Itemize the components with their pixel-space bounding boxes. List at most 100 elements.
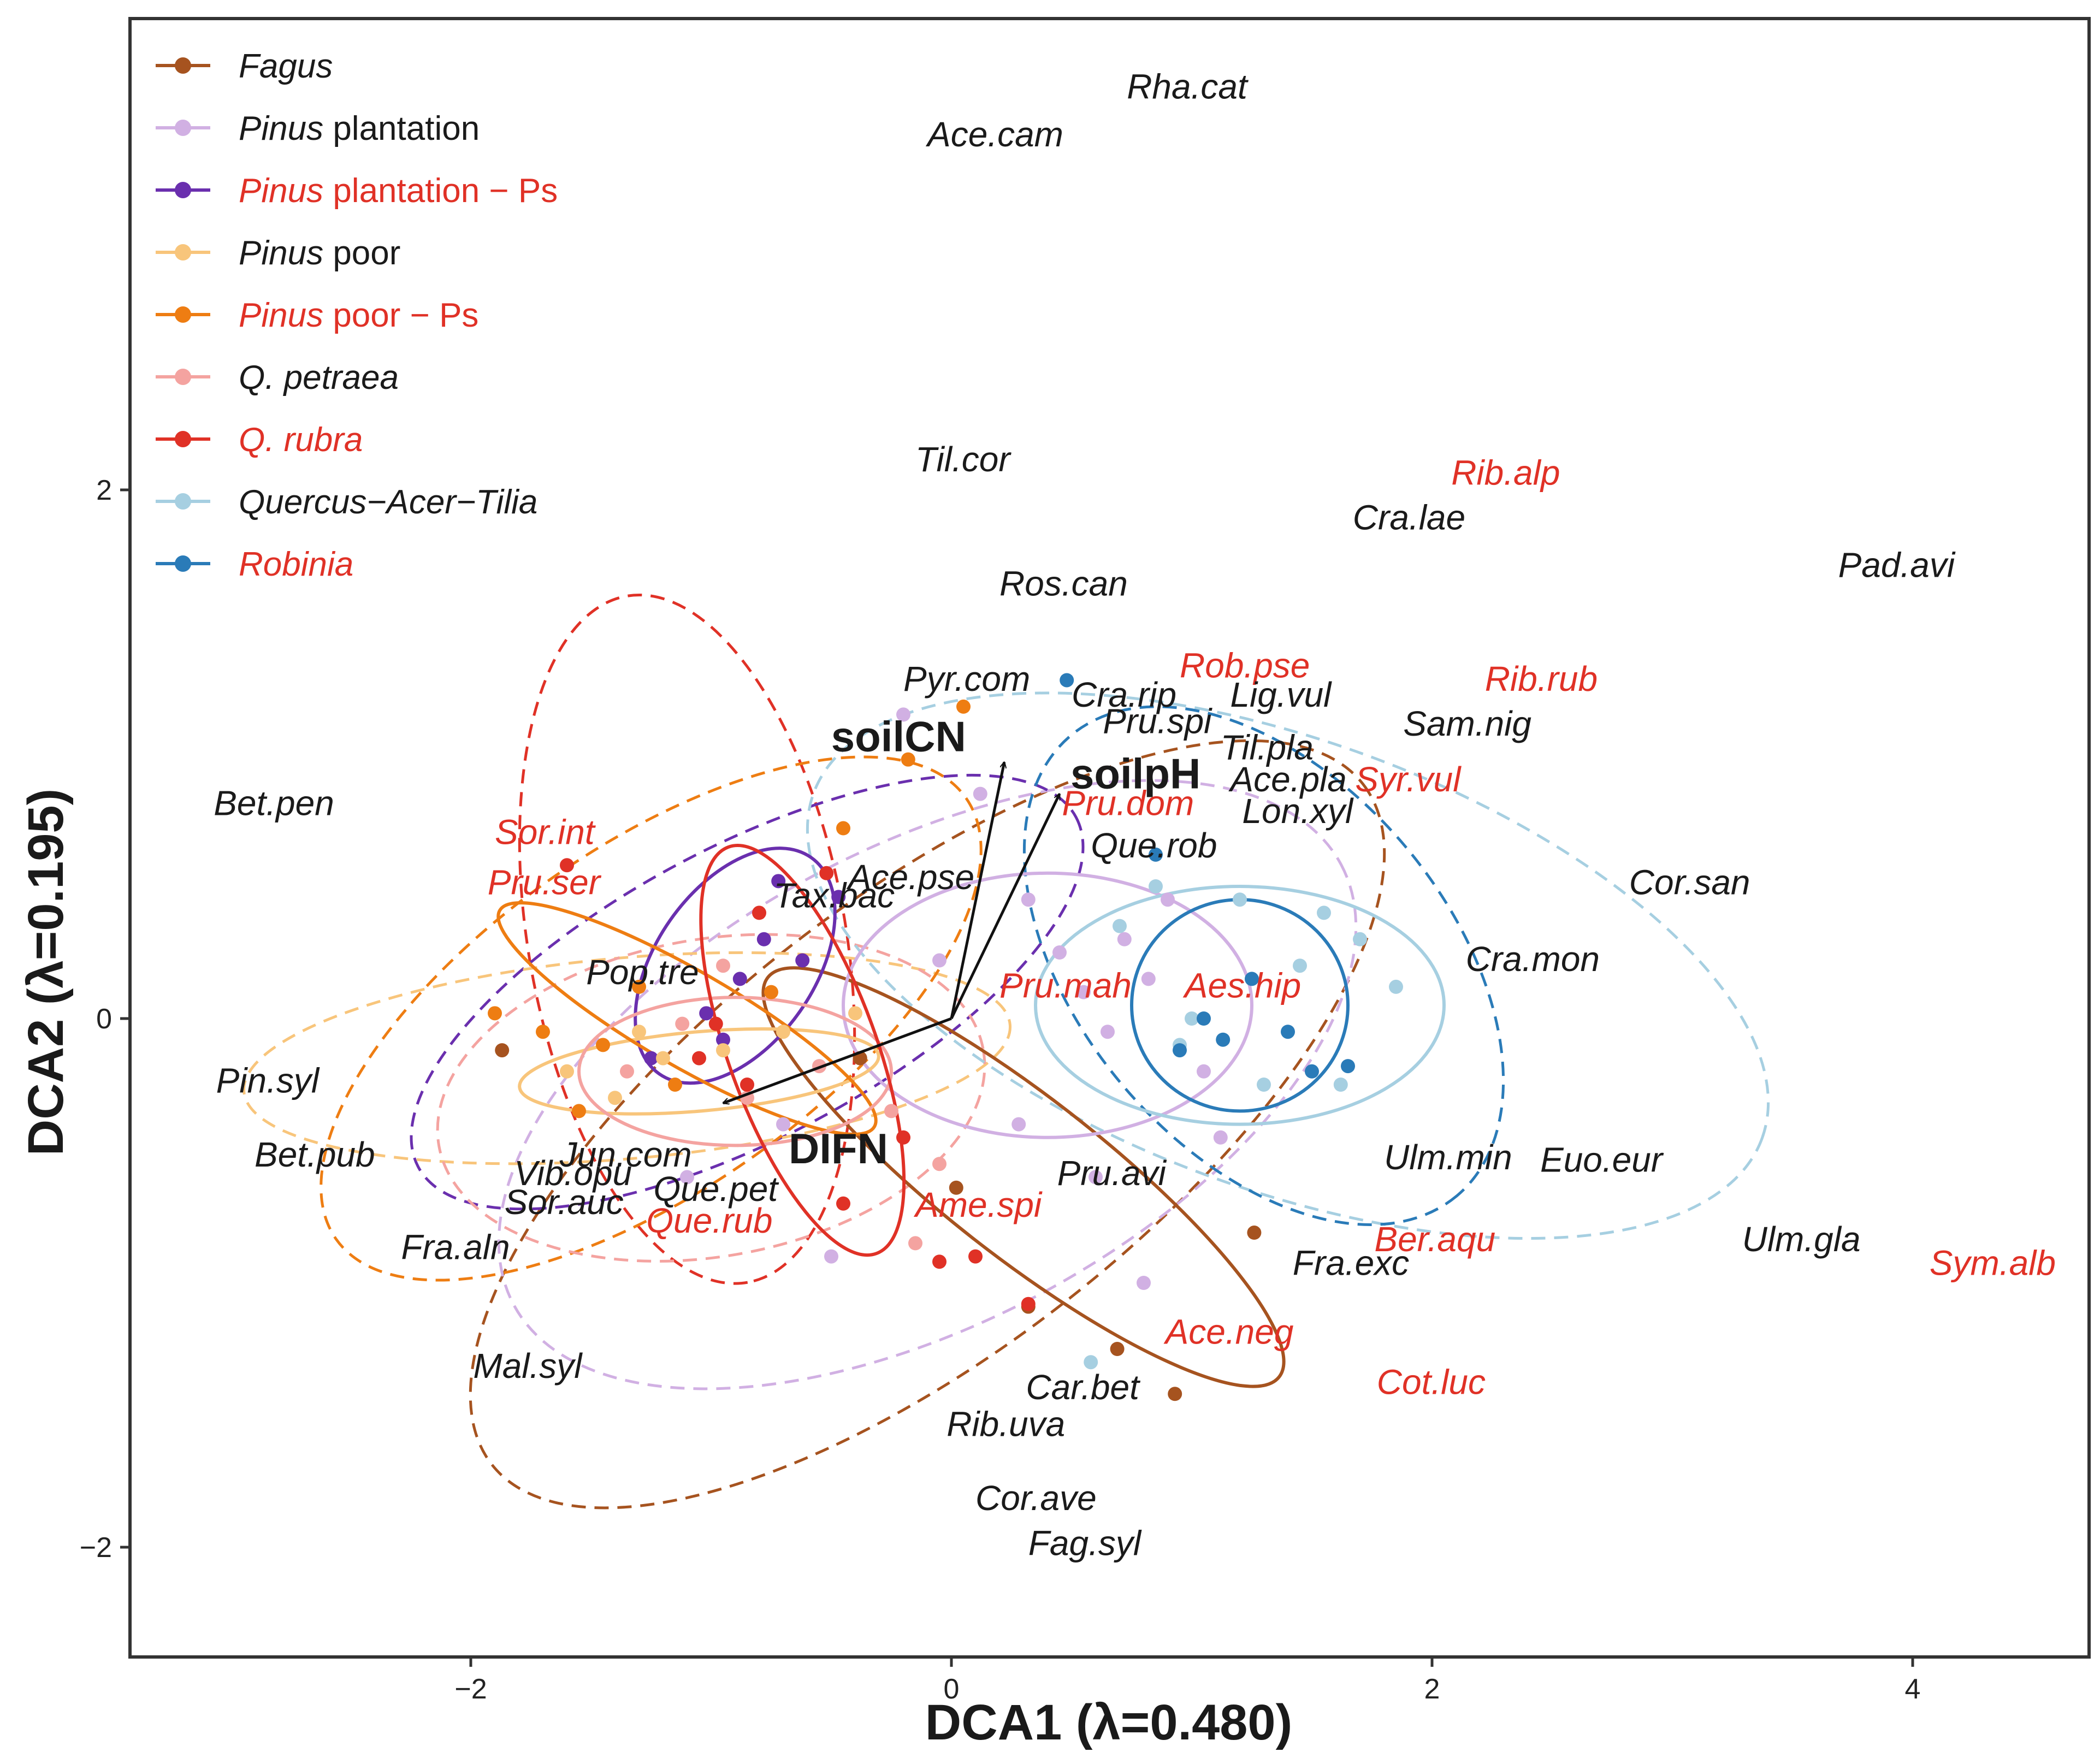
site-point-pinusplant [1101,1025,1115,1039]
ellipse-fagus-solid [761,966,1286,1388]
ellipse-qat-dashed [806,691,1770,1240]
site-point-qat [1293,958,1307,973]
species-label-pru-dom: Pru.dom [1062,783,1194,822]
vector-arrow-soilcn [950,762,1004,1019]
site-point-pinusplant [1117,932,1132,946]
site-point-pinuspoor [560,1064,574,1079]
site-point-pinusplant [973,786,987,801]
species-label-pru-mah: Pru.mah [999,966,1132,1005]
site-point-pinusplantps [756,932,771,946]
species-label-ulm-gla: Ulm.gla [1742,1220,1861,1259]
species-label-cra-lae: Cra.lae [1353,498,1465,537]
site-point-robinia [1305,1064,1319,1079]
legend-label-qat: Quercus−Acer−Tilia [239,483,537,521]
site-point-qat [1353,932,1367,946]
site-points [488,673,1403,1401]
site-point-qrubra [836,1196,850,1211]
species-label-sym-alb: Sym.alb [1930,1243,2056,1282]
legend-dot-pinuspoor [175,244,191,261]
site-point-robinia [1216,1032,1231,1047]
species-labels: Rha.cat Ace.cam Til.cor Rib.alp Cra.lae Pad.a… [214,67,2056,1563]
vector-arrow-soilph [950,794,1061,1020]
site-point-robinia [1149,847,1163,862]
confidence-ellipses [242,593,1770,1510]
site-point-pinuspoor [776,1025,790,1039]
site-point-pinusplantps [771,874,786,889]
species-label-bet-pub: Bet.pub [255,1135,375,1174]
ellipse-qpetraea-solid [577,996,893,1147]
species-label-rib-uva: Rib.uva [947,1405,1065,1444]
legend-label-pinuspoor: Pinus poor [239,234,400,272]
site-point-pinusplant [1011,1117,1026,1132]
site-point-qpetraea [908,1236,922,1251]
legend-label-qpetraea: Q. petraea [239,359,399,396]
site-point-pinusplant [1089,1170,1103,1185]
species-label-rib-rub: Rib.rub [1485,659,1598,699]
site-point-qat [1084,1355,1098,1370]
y-tick-label: 0 [96,1003,112,1035]
site-point-robinia [1197,1011,1211,1026]
species-label-car-bet: Car.bet [1026,1368,1140,1407]
species-label-que-rub: Que.rub [646,1201,772,1240]
species-label-lig-vul: Lig.vul [1230,675,1332,714]
site-point-pinusplant [1141,972,1156,986]
legend-label-fagus: Fagus [239,48,333,85]
site-point-robinia [1245,972,1259,986]
species-label-ber-aqu: Ber.aqu [1374,1220,1495,1259]
legend-item-qrubra: Q. rubra [156,421,363,459]
species-label-til-pla: Til.pla [1221,728,1314,767]
species-label-sor-auc: Sor.auc [505,1182,624,1222]
site-point-qrubra [1021,1297,1036,1311]
y-tick-label: 2 [96,475,112,506]
site-point-pinusplant [680,1170,694,1185]
site-point-pinusplant [1052,945,1067,960]
site-point-pinuspoorps [668,1078,682,1092]
site-point-pinusplant [896,707,910,722]
site-point-fagus [949,1180,963,1195]
species-label-vib-opu: Vib.opu [514,1153,632,1193]
site-point-pinuspoorps [901,752,915,767]
site-point-fagus [1110,1342,1125,1356]
species-label-ace-neg: Ace.neg [1163,1312,1294,1351]
x-tick-label: 0 [944,1673,960,1705]
species-label-cor-ave: Cor.ave [975,1478,1097,1518]
site-point-pinusplantps [716,1032,730,1047]
site-point-pinuspoorps [572,1104,586,1118]
species-label-tax-bac: Tax.bac [773,876,895,915]
legend-label-qrubra: Q. rubra [239,421,363,459]
site-point-fagus [495,1043,510,1058]
site-point-qrubra [932,1254,947,1269]
site-point-pinuspoor [656,1051,670,1066]
species-label-jun-com: Jun.com [559,1135,692,1174]
species-label-que-rob: Que.rob [1091,826,1217,865]
vector-label-soilcn: soilCN [831,713,966,761]
site-point-pinusplant [1076,985,1091,999]
species-label-que-pet: Que.pet [653,1169,779,1209]
species-label-rha-cat: Rha.cat [1127,67,1249,106]
site-point-fagus [1247,1226,1262,1240]
species-label-ame-spi: Ame.spi [913,1185,1043,1224]
site-point-pinusplantps [831,890,846,904]
ellipse-fagus-dashed [469,739,1386,1510]
legend-dot-pinuspoorps [175,306,191,323]
site-point-pinusplant [1021,892,1036,907]
site-point-qrubra [819,866,834,880]
ellipse-pinusplantps-dashed [410,773,1085,1211]
site-point-pinusplantps [795,953,810,968]
species-label-cra-rip: Cra.rip [1072,675,1176,714]
species-label-ros-can: Ros.can [999,564,1128,603]
site-point-pinuspoorps [764,985,778,999]
site-point-qat [1389,979,1403,994]
site-point-pinuspoor [608,1091,622,1105]
ellipse-pinuspoor-solid [518,1027,880,1116]
site-point-pinusplant [1161,892,1175,907]
species-label-lon-xyl: Lon.xyl [1242,791,1354,831]
species-label-pru-ser: Pru.ser [488,863,602,902]
legend-dot-qrubra [175,431,191,447]
site-point-qat [1149,879,1163,893]
species-label-ace-pse: Ace.pse [846,857,974,897]
site-point-qrubra [968,1249,983,1264]
legend: Fagus Pinus plantation Pinus plantation − … [156,48,558,583]
ellipse-robinia-dashed [1022,705,1505,1226]
